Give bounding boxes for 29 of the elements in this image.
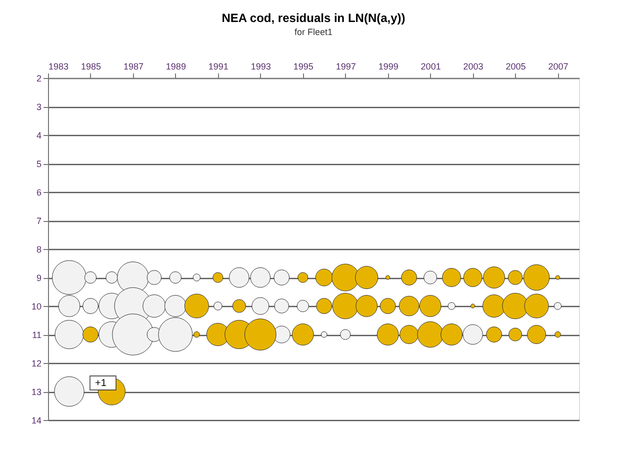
y-tick-label: 12 <box>31 358 42 368</box>
x-tick-label: 1991 <box>208 62 228 72</box>
chart-title: NEA cod, residuals in LN(N(a,y)) <box>222 11 406 25</box>
y-tick-label: 6 <box>36 188 42 198</box>
y-tick-label: 7 <box>36 216 42 226</box>
x-tick-label: 2003 <box>463 62 484 72</box>
x-tick-label: 2007 <box>548 62 568 72</box>
x-tick-label: 1999 <box>378 62 398 72</box>
x-tick-label: 1995 <box>293 62 314 72</box>
y-tick-label: 4 <box>36 130 42 140</box>
x-tick-label: 1997 <box>336 62 356 72</box>
x-tick-label: 2005 <box>506 62 526 72</box>
y-tick-label: 8 <box>36 244 42 254</box>
y-tick-label: 3 <box>36 102 42 112</box>
x-tick-label: 2001 <box>420 62 441 72</box>
x-tick-label: 1989 <box>166 62 186 72</box>
y-tick-label: 11 <box>32 330 42 340</box>
y-tick-label: 14 <box>31 416 42 426</box>
chart-subtitle: for Fleet1 <box>294 27 333 37</box>
y-tick-label: 5 <box>36 159 42 169</box>
x-tick-label: 1987 <box>123 62 144 72</box>
y-tick-label: 13 <box>31 387 42 397</box>
x-tick-label: 1993 <box>250 62 271 72</box>
x-tick-label: 1985 <box>80 62 101 72</box>
annotation: +1 <box>94 378 107 389</box>
x-tick-label: 1983 <box>48 62 69 72</box>
y-tick-label: 9 <box>36 273 42 283</box>
y-tick-label: 2 <box>36 74 42 84</box>
y-tick-label: 10 <box>31 302 42 312</box>
